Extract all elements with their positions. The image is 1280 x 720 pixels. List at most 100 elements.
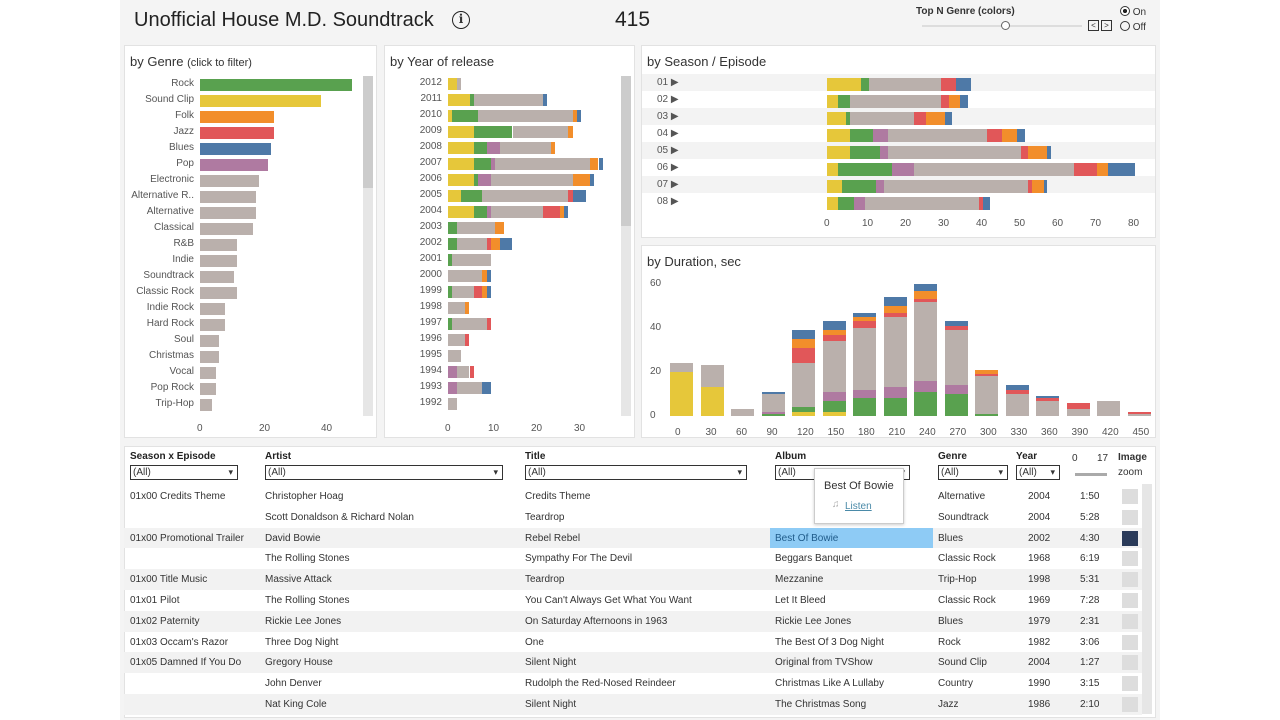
category-label[interactable]: Pop <box>176 158 194 169</box>
bar-segment[interactable] <box>887 146 1021 159</box>
bar-segment[interactable] <box>448 286 453 298</box>
category-label[interactable]: 07 ▶ <box>657 179 679 190</box>
bar-segment[interactable] <box>577 110 582 122</box>
bar-segment[interactable] <box>572 110 577 122</box>
category-label[interactable]: Hard Rock <box>146 318 194 329</box>
cell-year[interactable]: 2002 <box>1028 532 1051 544</box>
bar-segment[interactable] <box>944 385 968 394</box>
bar-segment[interactable] <box>792 339 815 348</box>
bar-segment[interactable] <box>1036 398 1059 401</box>
bar-segment[interactable] <box>448 270 483 282</box>
category-label[interactable]: 2008 <box>419 141 442 152</box>
bar-segment[interactable] <box>499 142 552 154</box>
bar-segment[interactable] <box>200 95 321 107</box>
bar-segment[interactable] <box>568 126 573 138</box>
season-chart[interactable]: by Season / Episode 01 ▶ 02 ▶ 03 ▶ 04 ▶ 05 ▶… <box>641 45 1156 238</box>
radio-on[interactable]: On <box>1120 6 1146 18</box>
bar-segment[interactable] <box>822 330 846 335</box>
bar-segment[interactable] <box>491 238 500 250</box>
bar-segment[interactable] <box>853 328 876 390</box>
bar-segment[interactable] <box>1108 163 1135 176</box>
album-thumbnail[interactable] <box>1122 530 1138 546</box>
cell-title[interactable]: You Can't Always Get What You Want <box>525 595 692 606</box>
bar-segment[interactable] <box>827 146 850 159</box>
cell-title[interactable]: On Saturday Afternoons in 1963 <box>525 615 668 627</box>
bar-segment[interactable] <box>491 158 496 170</box>
bar-segment[interactable] <box>827 112 846 125</box>
cell-year[interactable]: 2004 <box>1028 511 1051 523</box>
genre-chart[interactable]: by Genre (click to filter) Rock Sound Cli… <box>124 45 377 438</box>
info-icon[interactable]: i <box>452 11 470 29</box>
cell-artist[interactable]: Nat King Cole <box>265 699 327 710</box>
bar-segment[interactable] <box>975 413 998 416</box>
bar-segment[interactable] <box>452 318 487 330</box>
bar-segment[interactable] <box>883 317 907 388</box>
bar-segment[interactable] <box>1028 146 1048 159</box>
cell-title[interactable]: Sympathy For The Devil <box>525 553 633 565</box>
bar-segment[interactable] <box>473 126 513 138</box>
cell-artist[interactable]: Three Dog Night <box>265 636 339 648</box>
bar-segment[interactable] <box>456 222 496 234</box>
bar-segment[interactable] <box>822 321 846 331</box>
cell-genre[interactable]: Alternative <box>938 491 986 502</box>
category-label[interactable]: 1996 <box>419 333 442 344</box>
bar-segment[interactable] <box>486 142 500 154</box>
bar-segment[interactable] <box>448 158 474 170</box>
bar-segment[interactable] <box>1043 180 1048 193</box>
filter-dropdown-season-x-episode[interactable]: (All) <box>130 465 238 480</box>
category-label[interactable]: 2006 <box>419 173 442 184</box>
cell-title[interactable]: Silent Night <box>525 699 577 710</box>
filter-dropdown-year[interactable]: (All) <box>1016 465 1060 480</box>
cell-duration[interactable]: 1:27 <box>1080 657 1100 669</box>
cell-artist[interactable]: Gregory House <box>265 657 333 669</box>
category-label[interactable]: Classic Rock <box>136 286 194 297</box>
bar-segment[interactable] <box>982 197 991 210</box>
bar-segment[interactable] <box>914 112 926 125</box>
bar-segment[interactable] <box>849 95 941 108</box>
category-label[interactable]: Soundtrack <box>143 270 194 281</box>
bar-segment[interactable] <box>495 222 504 234</box>
category-label[interactable]: 06 ▶ <box>657 162 679 173</box>
bar-segment[interactable] <box>200 239 238 251</box>
bar-segment[interactable] <box>822 341 846 392</box>
bar-segment[interactable] <box>849 146 881 159</box>
bar-segment[interactable] <box>838 95 850 108</box>
bar-segment[interactable] <box>944 325 968 331</box>
bar-segment[interactable] <box>1066 402 1090 410</box>
cell-artist[interactable]: Christopher Hoag <box>265 491 344 502</box>
selected-cell[interactable] <box>770 527 933 548</box>
cell-year[interactable]: 1968 <box>1028 553 1051 565</box>
bar-segment[interactable] <box>469 366 474 378</box>
bar-segment[interactable] <box>792 363 815 408</box>
table-scrollbar[interactable] <box>1142 484 1152 714</box>
bar-segment[interactable] <box>572 174 590 186</box>
cell-album[interactable]: Christmas Like A Lullaby <box>775 678 884 690</box>
cell-album[interactable]: Mezzanine <box>775 574 824 586</box>
cell-episode[interactable]: 01x00 Promotional Trailer <box>130 532 244 544</box>
cell-artist[interactable]: Rickie Lee Jones <box>265 615 342 627</box>
category-label[interactable]: 2005 <box>419 189 442 200</box>
bar-segment[interactable] <box>670 372 693 416</box>
bar-segment[interactable] <box>448 398 457 410</box>
bar-segment[interactable] <box>473 158 491 170</box>
bar-segment[interactable] <box>842 180 877 193</box>
bar-segment[interactable] <box>914 380 937 392</box>
category-label[interactable]: Electronic <box>150 174 194 185</box>
bar-segment[interactable] <box>200 383 216 395</box>
bar-segment[interactable] <box>822 334 846 342</box>
bar-segment[interactable] <box>512 126 569 138</box>
cell-episode[interactable]: 01x02 Paternity <box>130 615 200 627</box>
cell-year[interactable]: 1969 <box>1028 595 1051 606</box>
category-label[interactable]: 2000 <box>419 269 442 280</box>
cell-genre[interactable]: Sound Clip <box>938 657 987 669</box>
bar-segment[interactable] <box>448 126 474 138</box>
bar-segment[interactable] <box>914 301 937 381</box>
bar-segment[interactable] <box>482 286 487 298</box>
cell-year[interactable]: 1998 <box>1028 574 1051 586</box>
bar-segment[interactable] <box>200 127 275 139</box>
bar-segment[interactable] <box>1127 413 1151 416</box>
bar-segment[interactable] <box>452 254 491 266</box>
cell-genre[interactable]: Classic Rock <box>938 553 996 565</box>
cell-album[interactable]: The Best Of 3 Dog Night <box>775 636 884 648</box>
bar-segment[interactable] <box>200 255 238 267</box>
